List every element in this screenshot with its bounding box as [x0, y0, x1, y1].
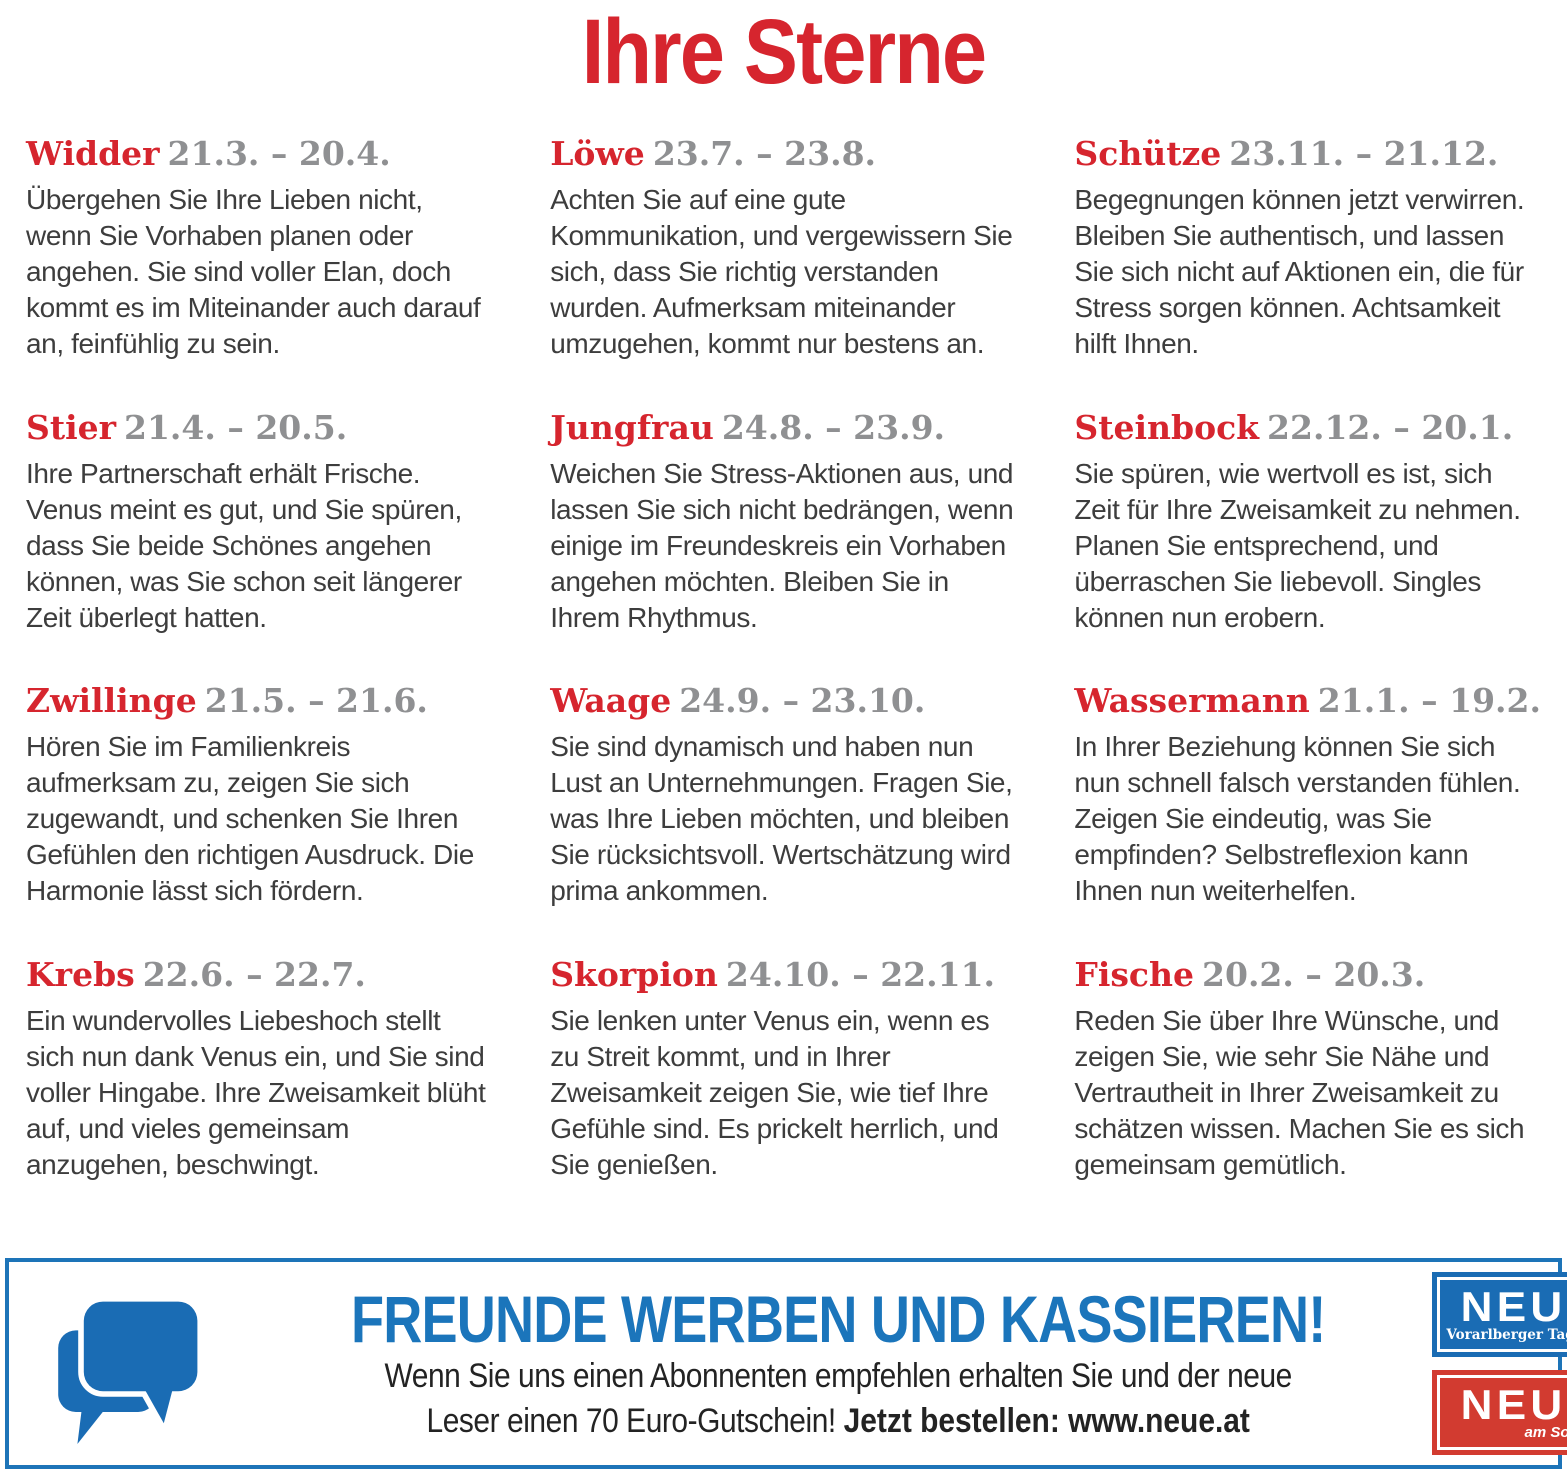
- sign-dates: 23.11. – 21.12.: [1229, 134, 1499, 173]
- sign-text: Ihre Partnerschaft erhält Frische. Venus…: [26, 457, 462, 633]
- neue-logo-wordmark: NEUE: [1460, 1282, 1567, 1330]
- banner-logos: NEUE Vorarlberger Tageszeitung NEUE am S…: [1432, 1272, 1567, 1455]
- sign-text: Sie spüren, wie wertvoll es ist, sich Ze…: [1074, 457, 1521, 633]
- neue-logo-tagline: am Sonntag: [1524, 1423, 1567, 1441]
- banner-line-2: Leser einen 70 Euro-Gutschein! Jetzt bes…: [315, 1399, 1361, 1444]
- sign-heading: Steinbock 22.12. – 20.1.: [1074, 408, 1541, 448]
- sign-heading: Waage 24.9. – 23.10.: [550, 681, 1016, 721]
- sign-heading: Löwe 23.7. – 23.8.: [550, 134, 1016, 174]
- sign-text: In Ihrer Beziehung können Sie sich nun s…: [1074, 731, 1521, 906]
- banner-headline: FREUNDE WERBEN UND KASSIEREN!: [350, 1281, 1326, 1356]
- sign-waage: Waage 24.9. – 23.10. Sie sind dynamisch u…: [550, 681, 1016, 933]
- sign-widder: Widder 21.3. – 20.4. Übergehen Sie Ihre L…: [26, 134, 492, 386]
- sign-name: Schütze: [1074, 134, 1222, 173]
- sign-text: Ein wundervolles Liebeshoch stellt sich …: [26, 1004, 486, 1180]
- sign-heading: Schütze 23.11. – 21.12.: [1074, 134, 1541, 174]
- sign-text: Achten Sie auf eine gute Kommunikation, …: [550, 184, 1013, 359]
- order-url-text[interactable]: Jetzt bestellen: www.neue.at: [843, 1401, 1250, 1440]
- sign-text: Hören Sie im Familienkreis aufmerksam zu…: [26, 731, 474, 906]
- sign-text: Weichen Sie Stress-Aktionen aus, und las…: [550, 457, 1014, 633]
- sign-text: Sie sind dynamisch und haben nun Lust an…: [550, 731, 1013, 906]
- sign-name: Stier: [26, 407, 116, 447]
- sign-name: Waage: [550, 681, 672, 720]
- sign-stier: Stier 21.4. – 20.5. Ihre Partnerschaft er…: [26, 408, 492, 660]
- sign-text: Sie lenken unter Venus ein, wenn es zu S…: [550, 1004, 999, 1180]
- sign-loewe: Löwe 23.7. – 23.8. Achten Sie auf eine gu…: [550, 134, 1016, 386]
- sign-dates: 22.12. – 20.1.: [1267, 407, 1514, 447]
- sign-dates: 24.8. – 23.9.: [721, 407, 946, 447]
- sign-name: Krebs: [26, 954, 135, 994]
- sign-heading: Widder 21.3. – 20.4.: [26, 134, 492, 174]
- banner-text-block: FREUNDE WERBEN UND KASSIEREN! Wenn Sie u…: [244, 1284, 1432, 1444]
- sign-heading: Skorpion 24.10. – 22.11.: [550, 955, 1016, 995]
- sign-dates: 21.1. – 19.2.: [1317, 681, 1541, 720]
- sign-jungfrau: Jungfrau 24.8. – 23.9. Weichen Sie Stress…: [550, 408, 1016, 660]
- sign-dates: 21.5. – 21.6.: [204, 681, 428, 720]
- sign-steinbock: Steinbock 22.12. – 20.1. Sie spüren, wie …: [1074, 408, 1541, 660]
- sign-name: Wassermann: [1074, 681, 1310, 720]
- banner-line-2-text: Leser einen 70 Euro-Gutschein!: [426, 1401, 844, 1440]
- sign-name: Jungfrau: [550, 407, 714, 447]
- sign-heading: Stier 21.4. – 20.5.: [26, 408, 492, 448]
- sign-name: Steinbock: [1074, 407, 1260, 447]
- sign-name: Zwillinge: [26, 681, 197, 720]
- sign-schuetze: Schütze 23.11. – 21.12. Begegnungen könne…: [1074, 134, 1541, 386]
- sign-wassermann: Wassermann 21.1. – 19.2. In Ihrer Beziehu…: [1074, 681, 1541, 933]
- sign-name: Skorpion: [550, 954, 718, 994]
- speech-bubbles-icon: [9, 1284, 244, 1444]
- neue-tageszeitung-logo-inner: NEUE Vorarlberger Tageszeitung: [1437, 1277, 1567, 1352]
- neue-logo-tagline: Vorarlberger Tageszeitung: [1446, 1326, 1567, 1343]
- neue-am-sonntag-logo-inner: NEUE am Sonntag: [1437, 1375, 1567, 1450]
- sign-krebs: Krebs 22.6. – 22.7. Ein wundervolles Lieb…: [26, 955, 492, 1207]
- sign-name: Fische: [1074, 954, 1195, 994]
- sign-text: Übergehen Sie Ihre Lieben nicht, wenn Si…: [26, 184, 481, 359]
- sign-dates: 21.3. – 20.4.: [167, 134, 391, 173]
- sign-heading: Jungfrau 24.8. – 23.9.: [550, 408, 1016, 448]
- page-title: Ihre Sterne: [581, 1, 987, 103]
- sign-zwillinge: Zwillinge 21.5. – 21.6. Hören Sie im Fami…: [26, 681, 492, 933]
- sign-dates: 24.9. – 23.10.: [679, 681, 926, 720]
- signs-grid: Widder 21.3. – 20.4. Übergehen Sie Ihre L…: [0, 102, 1567, 1206]
- sign-heading: Krebs 22.6. – 22.7.: [26, 955, 492, 995]
- sign-dates: 21.4. – 20.5.: [124, 407, 348, 447]
- neue-am-sonntag-logo: NEUE am Sonntag: [1432, 1370, 1567, 1455]
- sign-heading: Wassermann 21.1. – 19.2.: [1074, 681, 1541, 721]
- sign-name: Widder: [26, 134, 160, 173]
- sign-name: Löwe: [550, 134, 645, 173]
- sign-heading: Zwillinge 21.5. – 21.6.: [26, 681, 492, 721]
- sign-heading: Fische 20.2. – 20.3.: [1074, 955, 1541, 995]
- neue-tageszeitung-logo: NEUE Vorarlberger Tageszeitung: [1432, 1272, 1567, 1357]
- sign-dates: 23.7. – 23.8.: [652, 134, 877, 173]
- sign-text: Begegnungen können jetzt verwirren. Blei…: [1074, 184, 1525, 359]
- sign-fische: Fische 20.2. – 20.3. Reden Sie über Ihre …: [1074, 955, 1541, 1207]
- subscription-ad-banner: FREUNDE WERBEN UND KASSIEREN! Wenn Sie u…: [5, 1258, 1567, 1469]
- sign-text: Reden Sie über Ihre Wünsche, und zeigen …: [1074, 1004, 1525, 1180]
- sign-dates: 22.6. – 22.7.: [142, 954, 366, 994]
- sign-skorpion: Skorpion 24.10. – 22.11. Sie lenken unter…: [550, 955, 1016, 1207]
- banner-line-1: Wenn Sie uns einen Abonnenten empfehlen …: [384, 1356, 1292, 1395]
- sign-dates: 24.10. – 22.11.: [725, 954, 996, 994]
- neue-logo-wordmark: NEUE: [1460, 1380, 1567, 1428]
- sign-dates: 20.2. – 20.3.: [1202, 954, 1426, 994]
